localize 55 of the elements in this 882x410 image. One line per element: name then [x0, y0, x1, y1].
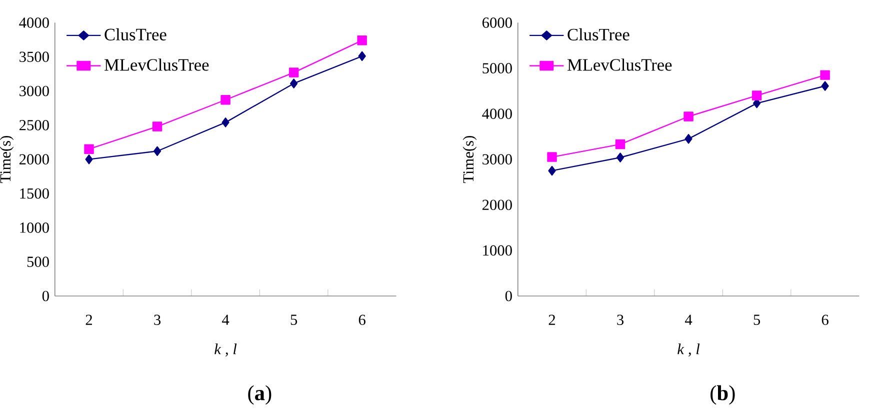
- y-tick-label: 2000: [482, 200, 512, 210]
- y-tick-label: 3000: [482, 154, 512, 164]
- point: [357, 36, 367, 46]
- x-tick-label: 3: [154, 314, 161, 325]
- legend-label: ClusTree: [568, 28, 630, 40]
- point: [752, 90, 762, 100]
- point: [616, 152, 624, 162]
- legend-label: MLevClusTree: [567, 58, 672, 71]
- point: [820, 70, 830, 80]
- legend-label: ClusTree: [104, 28, 166, 40]
- y-tick-label: 1500: [20, 188, 49, 199]
- x-tick-label: 4: [684, 314, 692, 325]
- x-tick-label: 4: [222, 314, 230, 325]
- y-tick-label: 0: [42, 290, 49, 302]
- y-tick-label: 4000: [482, 108, 512, 119]
- point: [290, 78, 298, 88]
- y-tick-label: 5000: [482, 63, 512, 74]
- point: [84, 144, 94, 154]
- point: [220, 95, 230, 105]
- y-tick-label: 2000: [20, 154, 49, 164]
- point: [547, 152, 557, 162]
- point: [684, 112, 694, 122]
- point: [288, 68, 299, 78]
- y-tick-label: 2500: [20, 120, 49, 130]
- x-tick-label: 3: [617, 314, 624, 325]
- point: [152, 122, 162, 132]
- x-tick-label: 2: [548, 314, 555, 325]
- x-tick-label: 5: [754, 314, 760, 325]
- y-tick-label: 500: [27, 256, 49, 267]
- x-tick-label: 6: [358, 314, 366, 325]
- point: [85, 154, 93, 164]
- y-tick-label: 3500: [20, 52, 49, 62]
- point: [548, 166, 556, 176]
- y-tick-label: 1000: [483, 245, 512, 256]
- y-tick-label: 6000: [482, 18, 512, 28]
- x-axis-title: k , l: [678, 343, 700, 356]
- x-tick-label: 6: [822, 314, 828, 325]
- y-axis-title: Time(s): [462, 136, 477, 184]
- y-tick-label: 0: [505, 290, 512, 302]
- point: [615, 139, 626, 150]
- x-tick-label: 5: [290, 314, 298, 325]
- y-tick-label: 4000: [19, 18, 49, 28]
- text: (b): [710, 385, 735, 405]
- y-tick-label: 1000: [20, 222, 49, 233]
- point: [222, 118, 230, 128]
- y-axis-title: Time(s): [0, 136, 14, 184]
- text: (a): [248, 385, 272, 405]
- legend-label: MLevClusTree: [104, 58, 209, 71]
- y-tick-label: 3000: [20, 86, 49, 96]
- x-tick-label: 2: [86, 314, 92, 325]
- point: [821, 81, 829, 91]
- point: [684, 134, 692, 144]
- point: [153, 146, 162, 156]
- point: [358, 51, 366, 62]
- x-axis-title: k , l: [214, 343, 237, 356]
